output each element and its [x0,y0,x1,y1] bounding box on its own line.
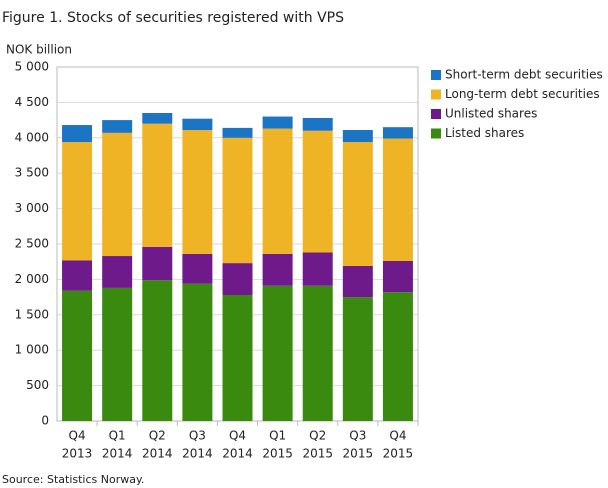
y-tick-label: 1 500 [15,307,49,321]
legend-label: Short-term debt securities [445,68,603,82]
x-tick-label: 2015 [343,447,374,461]
bar-segment [302,252,333,286]
y-tick-label: 3 500 [15,166,49,180]
bar-segment [62,260,93,291]
bar-segment [62,290,93,421]
legend-swatch [431,128,441,139]
legend-swatch [431,70,441,80]
x-tick-label: 2013 [62,447,93,461]
bar-segment [142,246,173,281]
x-tick-label: 2014 [222,447,253,461]
y-tick-label: 4 000 [15,130,49,144]
bar-segment [382,292,413,421]
y-tick-label: 5 000 [15,60,49,74]
bar-segment [62,142,93,261]
y-tick-label: 500 [26,378,49,392]
bar-segment [182,118,213,131]
bar-segment [222,137,253,264]
bar-segment [62,125,93,143]
x-tick-label: Q2 [149,429,166,443]
y-tick-label: 1 000 [15,343,49,357]
x-tick-label: Q3 [189,429,206,443]
x-tick-label: Q1 [269,429,286,443]
bar-segment [102,287,133,421]
x-tick-label: 2015 [262,447,293,461]
legend-swatch [431,109,441,119]
bar-segment [302,130,333,253]
legend-swatch [431,89,441,100]
bar-segment [262,116,293,129]
bar-segment [262,253,293,286]
x-tick-label: 2014 [142,447,173,461]
y-tick-label: 2 500 [15,237,49,251]
bar-segment [222,127,253,138]
bar-segment [382,138,413,261]
bar-segment [142,113,173,124]
x-tick-label: Q3 [349,429,366,443]
bar-segment [182,130,213,254]
bar-segment [102,256,133,288]
bar-segment [302,285,333,421]
legend-label: Unlisted shares [445,107,537,121]
bar-segment [222,263,253,295]
bar-segment [262,128,293,254]
x-tick-label: Q4 [389,429,406,443]
bar-segment [342,130,373,143]
bar-segment [302,117,333,131]
source: Source: Statistics Norway. [2,473,144,486]
bar-segment [382,127,413,139]
x-tick-label: Q2 [309,429,326,443]
x-tick-label: Q4 [69,429,86,443]
legend-label: Long-term debt securities [445,87,600,101]
bar-segment [182,253,213,284]
x-tick-label: Q1 [109,429,126,443]
x-tick-label: Q4 [229,429,246,443]
x-tick-label: 2014 [182,447,213,461]
bar-segment [102,120,133,133]
bar-segment [382,260,413,293]
bar-segment [142,280,173,421]
bar-segment [342,297,373,421]
bar-segment [222,294,253,421]
bar-segment [342,265,373,298]
y-tick-label: 3 000 [15,201,49,215]
legend-label: Listed shares [445,126,524,140]
bar-segment [342,142,373,266]
x-tick-label: 2015 [383,447,414,461]
y-tick-label: 4 500 [15,95,49,109]
chart-title: Figure 1. Stocks of securities registere… [2,10,344,26]
bar-segment [102,132,133,257]
y-axis-label: NOK billion [6,43,72,57]
x-tick-label: 2015 [302,447,333,461]
bar-segment [142,123,173,247]
y-tick-label: 0 [41,414,49,428]
bar-segment [182,283,213,421]
x-tick-label: 2014 [102,447,133,461]
y-tick-label: 2 000 [15,272,49,286]
bar-segment [262,285,293,421]
